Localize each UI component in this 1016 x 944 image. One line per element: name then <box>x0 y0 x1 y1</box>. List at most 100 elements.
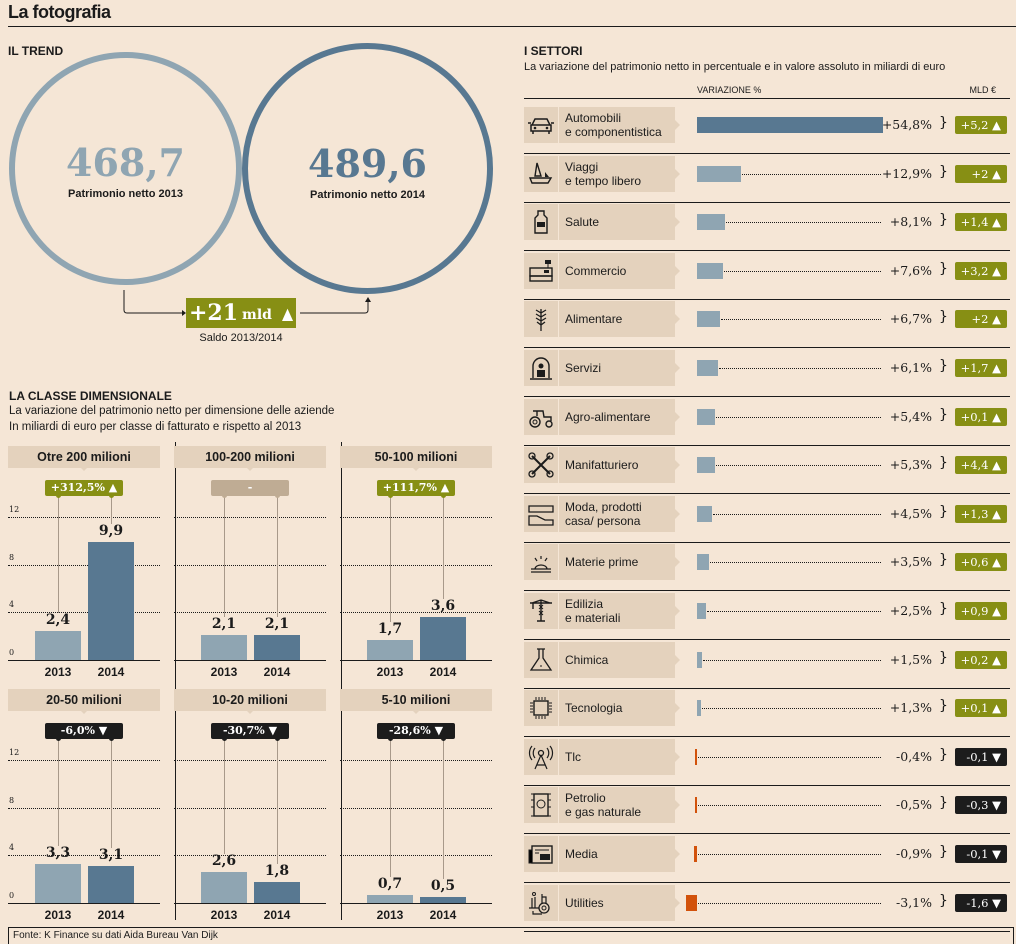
sector-label-pointer <box>675 314 680 324</box>
trend-heading: IL TREND <box>8 44 64 58</box>
change-badge: +312,5% ▲ <box>45 480 123 496</box>
bar-value-label: 3,1 <box>98 847 124 864</box>
title-divider <box>8 26 1016 27</box>
change-badge: - <box>211 480 289 496</box>
dotted-leader <box>698 757 881 758</box>
y-tick-label: 12 <box>9 748 20 757</box>
saldo-label: Saldo 2013/2014 <box>199 332 283 344</box>
label-2014: Patrimonio netto 2014 <box>310 189 425 201</box>
year-label: 2013 <box>210 665 238 679</box>
source-box: Fonte: K Finance su dati Aida Bureau Van… <box>8 927 1014 944</box>
label-2013: Patrimonio netto 2013 <box>68 188 183 200</box>
mld-badge: +1,3 ▲ <box>955 505 1007 523</box>
pct-label: +1,3% <box>889 700 932 715</box>
col-header-mld: MLD € <box>969 85 996 95</box>
sector-name: Commercio <box>559 253 675 289</box>
leader-cap <box>56 738 61 741</box>
shoe-icon <box>524 496 558 532</box>
bar-value-label: 0,5 <box>430 878 456 895</box>
classe-subtitle-2: In miliardi di euro per classe di fattur… <box>9 421 302 433</box>
pct-bar <box>697 700 702 716</box>
raw-material-icon <box>524 544 558 580</box>
mld-badge: +3,2 ▲ <box>955 262 1007 280</box>
row-divider <box>524 541 1010 543</box>
sector-name: Moda, prodotti casa/ persona <box>559 496 675 532</box>
row-divider <box>524 249 1010 251</box>
bar-2014 <box>88 542 134 660</box>
pct-bar <box>697 457 716 473</box>
panel-header: 50-100 milioni <box>340 446 492 468</box>
leader-cap <box>275 738 280 741</box>
brace: } <box>939 795 948 811</box>
x-axis <box>8 903 160 904</box>
leader-cap <box>109 495 114 498</box>
panel-header: 20-50 milioni <box>8 689 160 711</box>
utilities-icon <box>524 885 558 921</box>
panel-header-notch <box>81 711 87 714</box>
gridline-12 <box>340 760 492 761</box>
year-label: 2013 <box>376 665 404 679</box>
pct-bar <box>697 603 706 619</box>
pct-label: +6,7% <box>889 311 932 326</box>
sector-label-pointer <box>675 752 680 762</box>
car-icon <box>524 107 558 143</box>
classe-heading: LA CLASSE DIMENSIONALE <box>9 389 172 403</box>
row-divider <box>524 638 1010 640</box>
leader-cap <box>441 495 446 498</box>
mld-badge: +0,1 ▲ <box>955 699 1007 717</box>
panel-header-notch <box>413 711 419 714</box>
brace: } <box>939 261 948 277</box>
brace: } <box>939 455 948 471</box>
row-divider <box>524 444 1010 446</box>
bar-value-label: 1,8 <box>264 862 290 879</box>
sector-label-pointer <box>675 800 680 810</box>
bar-value-label: 1,7 <box>377 620 403 637</box>
gridline-4 <box>174 612 326 614</box>
year-label: 2014 <box>429 908 457 922</box>
change-badge: -6,0% ▼ <box>45 723 123 739</box>
leader-line <box>443 739 444 880</box>
sector-name: Edilizia e materiali <box>559 593 675 629</box>
sector-label-pointer <box>675 266 680 276</box>
service-desk-icon <box>524 350 558 386</box>
panel-header: 100-200 milioni <box>174 446 326 468</box>
flask-icon <box>524 642 558 678</box>
x-axis <box>174 903 326 904</box>
dotted-leader <box>706 611 881 612</box>
mld-badge: +0,9 ▲ <box>955 602 1007 620</box>
y-tick-label: 4 <box>9 600 15 610</box>
pct-label: +7,6% <box>889 263 932 278</box>
pct-label: +2,5% <box>889 603 932 618</box>
mld-badge: +0,6 ▲ <box>955 553 1007 571</box>
bar-2014 <box>420 897 466 903</box>
year-label: 2013 <box>376 908 404 922</box>
dotted-leader <box>703 660 881 661</box>
y-tick-label: 8 <box>9 795 15 805</box>
year-label: 2014 <box>429 665 457 679</box>
pct-bar <box>695 749 697 765</box>
dotted-leader <box>720 319 881 320</box>
pct-bar <box>686 895 697 911</box>
tractor-icon <box>524 399 558 435</box>
saldo-unit: mld <box>242 307 272 323</box>
sector-label-pointer <box>675 217 680 227</box>
mld-badge: -0,1 ▼ <box>955 748 1007 766</box>
sector-name: Salute <box>559 204 675 240</box>
settori-heading: I SETTORI <box>524 44 583 58</box>
bar-2014 <box>254 634 300 660</box>
leader-line <box>224 496 225 617</box>
leader-line <box>390 496 391 622</box>
pct-bar <box>697 506 713 522</box>
pct-label: -0,5% <box>896 797 932 812</box>
saldo-value: +21 <box>188 300 239 326</box>
leader-cap <box>222 738 227 741</box>
bar-value-label: 2,1 <box>211 615 237 632</box>
crane-icon <box>524 593 558 629</box>
bar-value-label: 3,6 <box>430 598 456 615</box>
col-header-variazione: VARIAZIONE % <box>697 85 762 95</box>
mld-badge: +2 ▲ <box>955 165 1007 183</box>
sector-name: Utilities <box>559 885 675 921</box>
sector-name: Manifatturiero <box>559 447 675 483</box>
chip-icon <box>524 690 558 726</box>
bar-2013 <box>35 631 81 660</box>
